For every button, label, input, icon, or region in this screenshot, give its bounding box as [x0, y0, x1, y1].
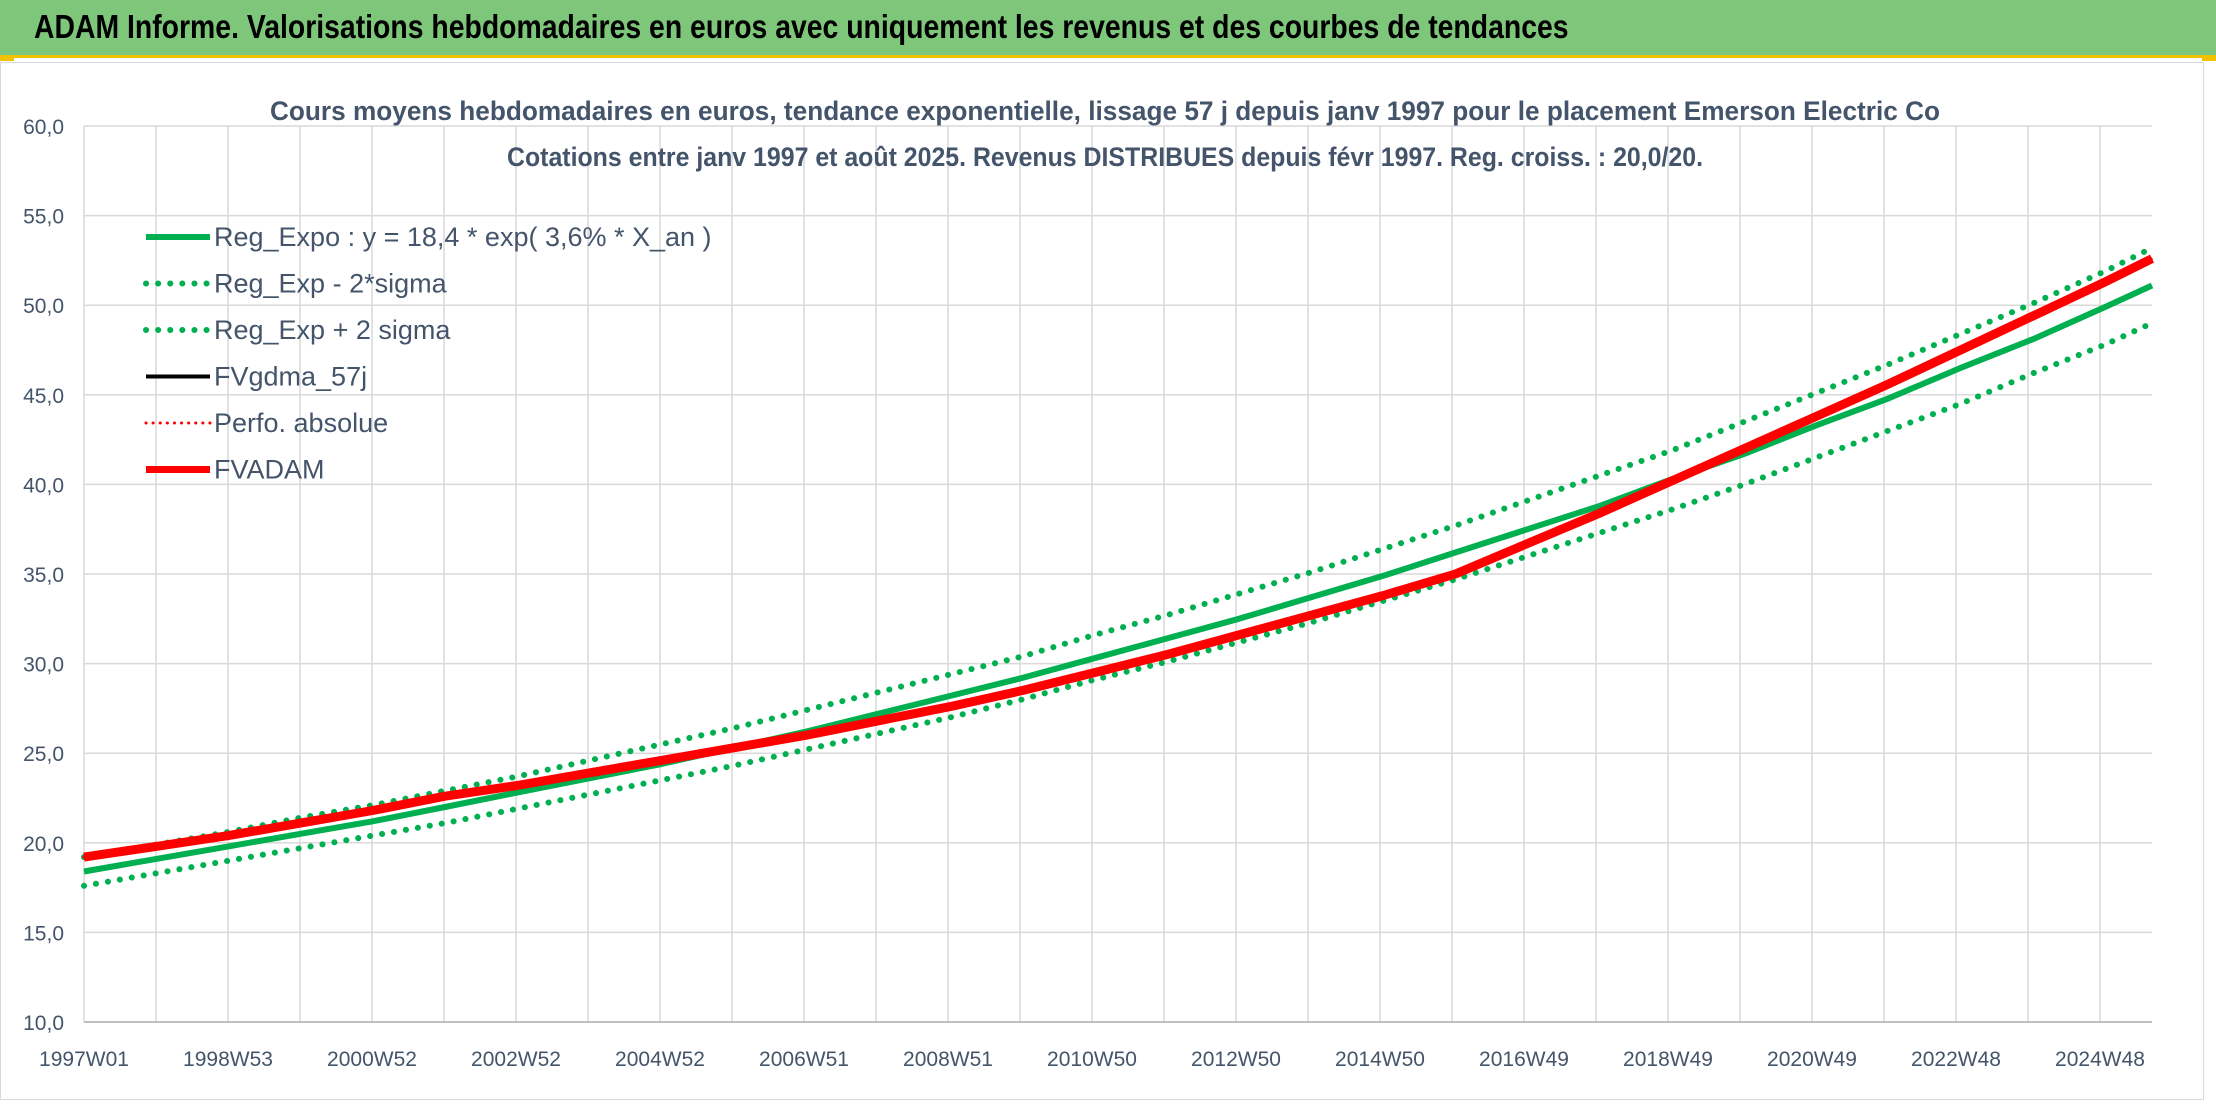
chart-title: Cours moyens hebdomadaires en euros, ten… — [270, 96, 1940, 126]
x-tick-label: 2018W49 — [1623, 1048, 1713, 1071]
x-tick-label: 2000W52 — [327, 1048, 417, 1071]
x-tick-label: 2024W48 — [2055, 1048, 2145, 1071]
chart-area — [0, 62, 2204, 1100]
report-banner: ADAM Informe. Valorisations hebdomadaire… — [0, 0, 2216, 58]
y-tick-label: 30,0 — [23, 654, 64, 677]
series-layer — [81, 244, 2155, 889]
x-tick-label: 1998W53 — [183, 1048, 273, 1071]
x-tick-label: 2008W51 — [903, 1048, 993, 1071]
x-tick-label: 2020W49 — [1767, 1048, 1857, 1071]
grid-lines — [83, 125, 2152, 1023]
legend-label: Reg_Expo : y = 18,4 * exp( 3,6% * X_an ) — [214, 222, 712, 252]
chart-subtitle: Cotations entre janv 1997 et août 2025. … — [507, 142, 1703, 172]
legend-label: Reg_Exp + 2 sigma — [214, 315, 451, 345]
y-tick-label: 25,0 — [23, 743, 64, 766]
legend-label: Reg_Exp - 2*sigma — [214, 269, 448, 299]
series-line-5 — [83, 254, 2155, 862]
y-tick-label: 20,0 — [23, 833, 64, 856]
legend-label: FVgdma_57j — [214, 362, 367, 392]
y-tick-label: 60,0 — [23, 116, 64, 139]
axis-ticks: 10,0 15,0 20,0 25,0 30,0 35,0 40,0 45,0 50,0 55,0… — [23, 116, 2145, 1071]
x-tick-label: 2004W52 — [615, 1048, 705, 1071]
series-line-4 — [82, 257, 2154, 859]
y-tick-label: 40,0 — [23, 474, 64, 497]
y-tick-label: 50,0 — [23, 295, 64, 318]
x-tick-label: 1997W01 — [39, 1048, 129, 1071]
x-tick-label: 2014W50 — [1335, 1048, 1425, 1071]
x-tick-label: 2002W52 — [471, 1048, 561, 1071]
corner-accent-right — [2202, 55, 2216, 61]
legend-label: Perfo. absolue — [214, 408, 388, 438]
series-line-0 — [83, 282, 2154, 875]
y-tick-label: 35,0 — [23, 564, 64, 587]
y-tick-label: 10,0 — [23, 1012, 64, 1035]
x-tick-label: 2016W49 — [1479, 1048, 1569, 1071]
y-tick-label: 45,0 — [23, 385, 64, 408]
y-tick-label: 15,0 — [23, 922, 64, 945]
x-tick-label: 2012W50 — [1191, 1048, 1281, 1071]
report-title: ADAM Informe. Valorisations hebdomadaire… — [34, 8, 1569, 45]
corner-accent-left — [0, 55, 14, 61]
x-tick-label: 2022W48 — [1911, 1048, 2001, 1071]
series-line-3 — [83, 256, 2153, 860]
chart-legend: Reg_Expo : y = 18,4 * exp( 3,6% * X_an )… — [143, 222, 712, 485]
series-line-1 — [81, 320, 2155, 889]
y-tick-label: 55,0 — [23, 206, 64, 229]
legend-label: FVADAM — [214, 455, 325, 485]
x-tick-label: 2006W51 — [759, 1048, 849, 1071]
x-tick-label: 2010W50 — [1047, 1048, 1137, 1071]
